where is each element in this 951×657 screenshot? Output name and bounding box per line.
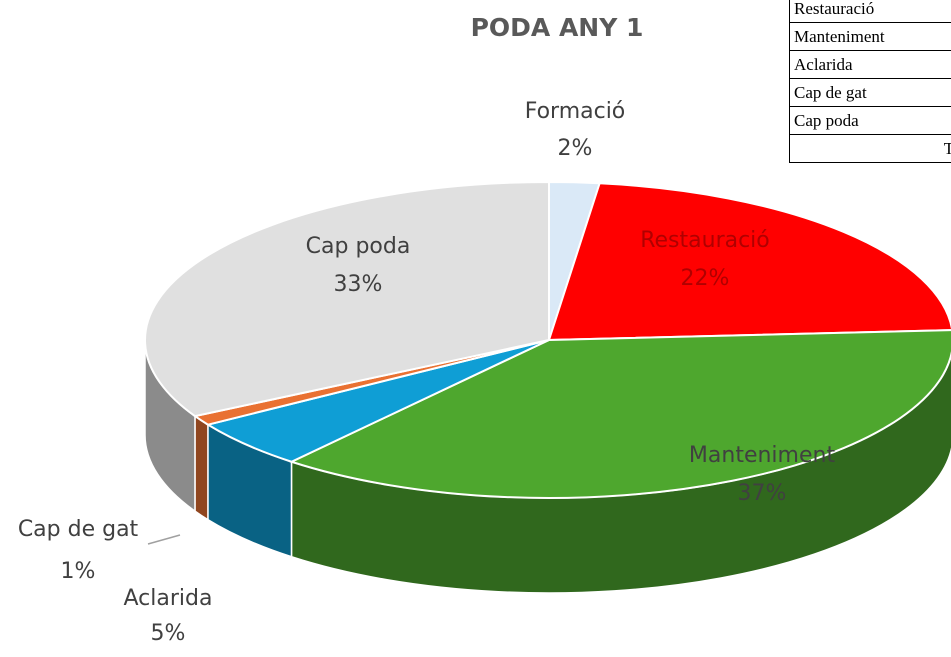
- table: Restauració Manteniment Aclarida Cap de gat…: [789, 0, 951, 163]
- row-label: Aclarida: [789, 50, 951, 79]
- pie-slice: [547, 182, 951, 342]
- table-row: Manteniment: [789, 22, 951, 51]
- labels: Formació 2% Restauració 22% Manteniment 37% Ac…: [18, 99, 836, 646]
- slice-name: Cap de gat: [18, 517, 139, 542]
- slice-value: 37%: [738, 481, 787, 506]
- slice-name: Formació: [525, 99, 626, 124]
- slice-value: 1%: [61, 559, 96, 584]
- slice-value: 22%: [681, 266, 730, 291]
- table-row: Cap de gat: [789, 78, 951, 107]
- slice-name: Cap poda: [306, 234, 411, 259]
- slice-name: Restauració: [640, 228, 770, 253]
- pie-tops: [144, 180, 951, 499]
- row-label: Cap poda: [789, 106, 951, 135]
- row-label: Cap de gat: [789, 78, 951, 107]
- pie-slice: [288, 329, 951, 499]
- pie-side: [194, 414, 209, 522]
- table-wrap: Restauració Manteniment Aclarida Cap de gat…: [789, 0, 951, 176]
- table-row: Cap poda: [789, 106, 951, 135]
- table-row: T: [789, 134, 951, 163]
- slice-value: 33%: [334, 272, 383, 297]
- slice-name: Manteniment: [689, 443, 836, 468]
- slice-value: 2%: [558, 136, 593, 161]
- total-label: T: [789, 134, 951, 163]
- leader-line: [147, 534, 181, 545]
- row-label: Manteniment: [789, 22, 951, 51]
- chart-title: PODA ANY 1: [471, 13, 644, 42]
- pie-sides: [144, 339, 951, 594]
- table-row: Aclarida: [789, 50, 951, 79]
- pie-slice: [144, 180, 550, 418]
- row-label: Restauració: [789, 0, 951, 23]
- table-row: Restauració: [789, 0, 951, 23]
- slice-value: 5%: [151, 621, 186, 646]
- slice-name: Aclarida: [124, 586, 213, 611]
